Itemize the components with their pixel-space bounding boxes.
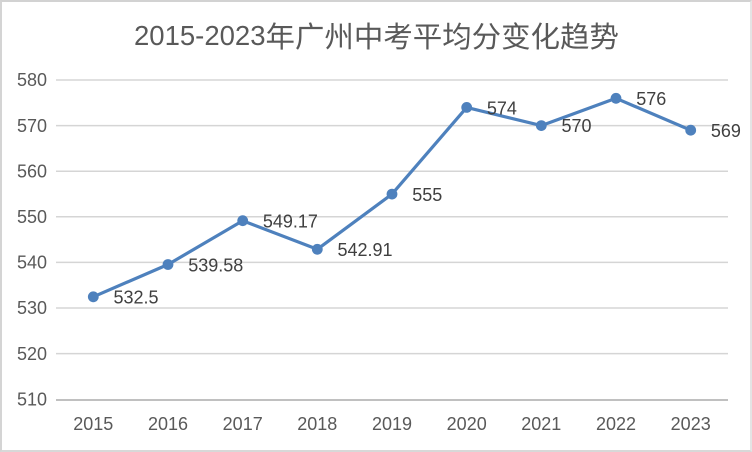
svg-text:2023: 2023 [671, 414, 711, 434]
svg-text:580: 580 [17, 70, 47, 90]
svg-text:550: 550 [17, 207, 47, 227]
svg-text:539.58: 539.58 [188, 255, 243, 275]
svg-text:532.5: 532.5 [114, 288, 159, 308]
svg-text:560: 560 [17, 161, 47, 181]
svg-text:530: 530 [17, 298, 47, 318]
svg-text:2017: 2017 [223, 414, 263, 434]
svg-text:2021: 2021 [521, 414, 561, 434]
svg-text:2020: 2020 [447, 414, 487, 434]
svg-text:510: 510 [17, 389, 47, 409]
svg-text:2015: 2015 [73, 414, 113, 434]
svg-text:570: 570 [562, 116, 592, 136]
svg-text:569: 569 [711, 121, 741, 141]
svg-text:2022: 2022 [596, 414, 636, 434]
svg-text:574: 574 [487, 98, 517, 118]
svg-text:2018: 2018 [297, 414, 337, 434]
svg-text:2015-2023: 2015-2023 [134, 20, 266, 51]
svg-text:570: 570 [17, 116, 47, 136]
svg-text:555: 555 [412, 185, 442, 205]
svg-text:520: 520 [17, 344, 47, 364]
svg-text:540: 540 [17, 253, 47, 273]
svg-text:549.17: 549.17 [263, 212, 318, 232]
svg-text:576: 576 [636, 89, 666, 109]
svg-text:2019: 2019 [372, 414, 412, 434]
svg-text:542.91: 542.91 [338, 240, 393, 260]
svg-text:2016: 2016 [148, 414, 188, 434]
